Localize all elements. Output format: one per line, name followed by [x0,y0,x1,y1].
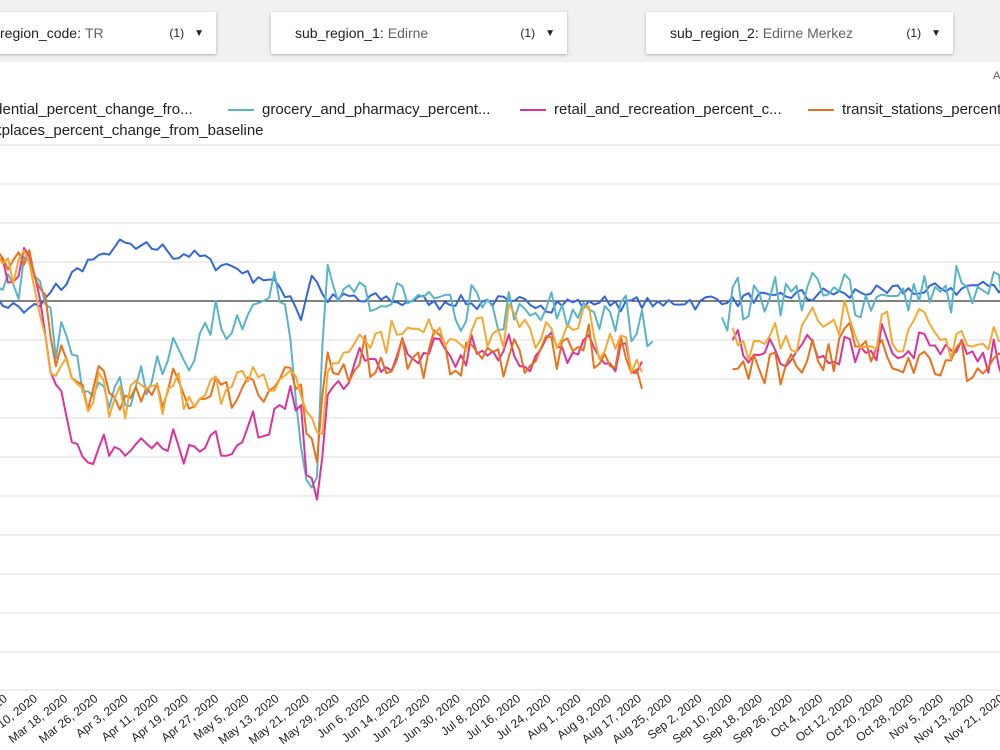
filter-colon: : [379,25,384,41]
legend-label: transit_stations_percent... [842,101,1000,118]
series-line-workplaces_percent_change_from_baseline [0,249,1000,435]
series-line-grocery_and_pharmacy_percent_change_from_baseline [0,256,1000,489]
filter-label: sub_region_1 [295,25,380,41]
filter-count: (1) [169,26,185,40]
filter-colon: : [77,25,81,41]
dropdown-arrow-icon[interactable]: ▼ [931,27,941,39]
legend-swatch [228,108,254,111]
legend-swatch [520,108,546,111]
filter-colon: : [754,25,759,41]
series-line-transit_stations_percent_change_from_baseline [0,249,1000,464]
filter-label: sub_region_2 [670,25,755,41]
dropdown-arrow-icon[interactable]: ▼ [194,27,204,39]
filter-label: region_code [0,25,78,41]
filter-count: (1) [906,26,922,40]
legend-label: workplaces_percent_change_from_baseline [0,122,264,139]
legend-label: grocery_and_pharmacy_percent... [262,101,491,118]
legend-label: residential_percent_change_fro... [0,101,193,118]
filter-value: TR [84,25,104,41]
legend-label: retail_and_recreation_percent_c... [554,101,782,118]
corner-text: A [993,70,1000,82]
filter-count: (1) [520,26,536,40]
legend-item[interactable]: retail_and_recreation_percent_c... [520,101,782,118]
legend-item[interactable]: transit_stations_percent... [808,101,1000,118]
legend-item[interactable]: residential_percent_change_fro... [0,101,193,118]
region-code-filter[interactable]: region_code: TR (1) ▼ [0,12,216,54]
series-line-residential_percent_change_from_baseline [0,238,1000,322]
filter-bar: region_code: TR (1) ▼ sub_region_1: Edir… [0,0,1000,62]
filter-value: Edirne [387,25,429,41]
legend-item[interactable]: grocery_and_pharmacy_percent... [228,101,490,118]
legend-swatch [808,108,834,111]
sub-region-1-filter[interactable]: sub_region_1: Edirne (1) ▼ [271,12,567,54]
sub-region-2-filter[interactable]: sub_region_2: Edirne Merkez (1) ▼ [646,12,953,54]
filter-value: Edirne Merkez [762,25,854,41]
dropdown-arrow-icon[interactable]: ▼ [545,27,555,39]
legend-item[interactable]: workplaces_percent_change_from_baseline [0,122,264,139]
